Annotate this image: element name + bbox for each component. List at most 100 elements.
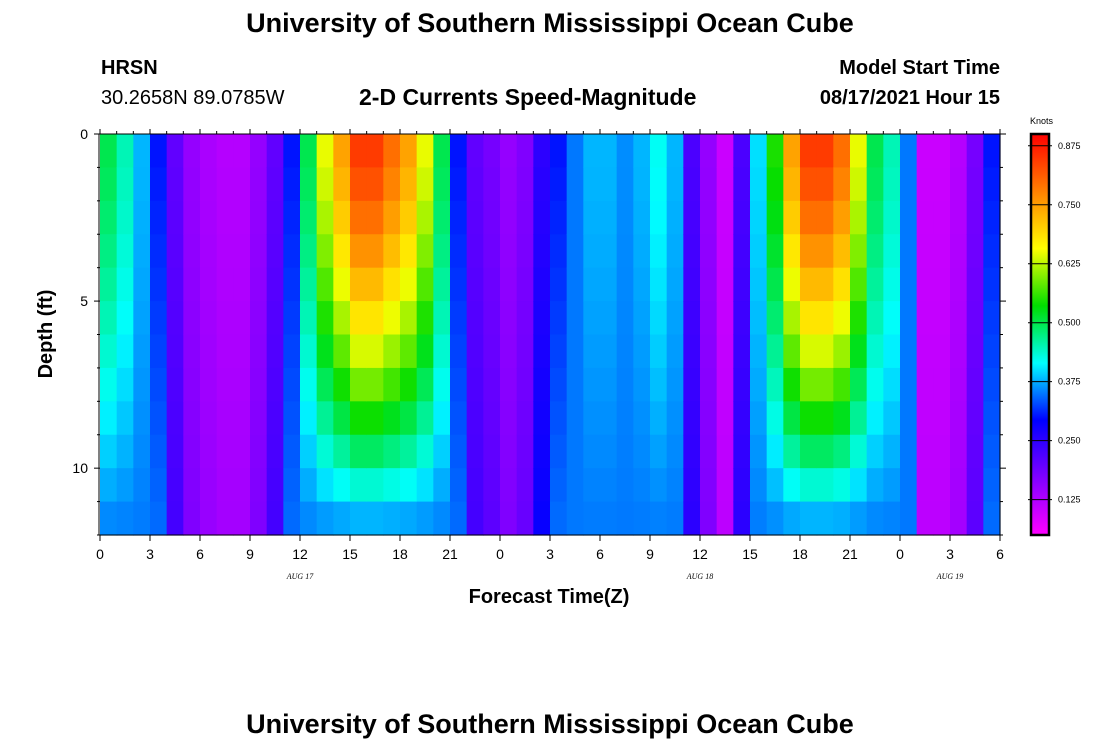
heatmap-cell — [766, 200, 784, 235]
heatmap-cell — [666, 234, 684, 269]
heatmap-cell — [350, 200, 368, 235]
heatmap-cell — [350, 501, 368, 536]
heatmap-cell — [450, 200, 468, 235]
heatmap-cell — [416, 134, 434, 169]
heatmap-cell — [233, 134, 251, 169]
heatmap-cell — [400, 267, 418, 302]
heatmap-cell — [683, 334, 701, 369]
heatmap-cell — [500, 434, 518, 469]
heatmap-cell — [600, 434, 618, 469]
heatmap-cell — [483, 367, 501, 402]
heatmap-cell — [416, 434, 434, 469]
heatmap-cell — [633, 267, 651, 302]
heatmap-cell — [966, 200, 984, 235]
heatmap-cell — [433, 267, 451, 302]
heatmap-cell — [266, 200, 284, 235]
heatmap-cell — [533, 434, 551, 469]
heatmap-cell — [516, 200, 534, 235]
colorbar-tick-label: 0.875 — [1058, 141, 1081, 151]
heatmap-cell — [383, 334, 401, 369]
heatmap-cell — [566, 134, 584, 169]
heatmap-cell — [366, 501, 384, 536]
heatmap-cell — [500, 501, 518, 536]
heatmap-cell — [800, 334, 818, 369]
heatmap-cell — [700, 200, 718, 235]
heatmap-cell — [166, 334, 184, 369]
heatmap-cell — [966, 301, 984, 336]
heatmap-cell — [833, 501, 851, 536]
heatmap-cell — [266, 334, 284, 369]
heatmap-cell — [150, 134, 168, 169]
heatmap-cell — [683, 167, 701, 202]
heatmap-cell — [633, 468, 651, 503]
heatmap-cell — [800, 434, 818, 469]
heatmap-cell — [783, 367, 801, 402]
heatmap-cell — [433, 134, 451, 169]
heatmap-cell — [916, 401, 934, 436]
heatmap-cell — [883, 367, 901, 402]
heatmap-cell — [616, 501, 634, 536]
x-date-label: AUG 17 — [286, 572, 314, 581]
heatmap-cell — [450, 234, 468, 269]
heatmap-cell — [400, 401, 418, 436]
heatmap-cell — [283, 267, 301, 302]
heatmap-cell — [266, 267, 284, 302]
heatmap-cell — [533, 334, 551, 369]
heatmap-cell — [983, 468, 1001, 503]
heatmap-cell — [883, 167, 901, 202]
heatmap-cell — [983, 134, 1001, 169]
heatmap-cell — [566, 468, 584, 503]
heatmap-cell — [350, 234, 368, 269]
heatmap-cell — [866, 468, 884, 503]
heatmap-cell — [133, 434, 151, 469]
heatmap-cell — [116, 434, 134, 469]
heatmap-cell — [550, 501, 568, 536]
heatmap-cell — [983, 401, 1001, 436]
heatmap-cell — [750, 267, 768, 302]
heatmap-cell — [333, 301, 351, 336]
heatmap-cell — [583, 301, 601, 336]
heatmap-cell — [850, 301, 868, 336]
heatmap-cell — [200, 434, 218, 469]
heatmap-cell — [100, 367, 118, 402]
heatmap-cell — [833, 468, 851, 503]
heatmap-cell — [800, 468, 818, 503]
heatmap-cell — [700, 234, 718, 269]
heatmap-cell — [383, 267, 401, 302]
station-coords: 30.2658N 89.0785W — [101, 87, 285, 109]
heatmap-cell — [700, 501, 718, 536]
heatmap-cell — [916, 234, 934, 269]
heatmap-cell — [500, 301, 518, 336]
heatmap-cell — [950, 367, 968, 402]
heatmap-cell — [900, 301, 918, 336]
heatmap-cell — [100, 200, 118, 235]
heatmap-cell — [300, 301, 318, 336]
heatmap-cell — [250, 367, 268, 402]
heatmap-cell — [250, 468, 268, 503]
heatmap-cell — [666, 367, 684, 402]
heatmap-cell — [650, 200, 668, 235]
heatmap-cell — [150, 234, 168, 269]
heatmap-cell — [300, 234, 318, 269]
heatmap-cell — [250, 334, 268, 369]
heatmap-cell — [850, 134, 868, 169]
heatmap-cell — [166, 468, 184, 503]
heatmap-cell — [133, 468, 151, 503]
heatmap-cell — [216, 234, 234, 269]
heatmap-cell — [283, 134, 301, 169]
heatmap-cell — [116, 134, 134, 169]
heatmap-cell — [500, 468, 518, 503]
heatmap-cell — [716, 167, 734, 202]
colorbar-tick-label: 0.250 — [1058, 436, 1081, 446]
heatmap-cell — [916, 200, 934, 235]
colorbar-tick-label: 0.625 — [1058, 259, 1081, 269]
heatmap-cell — [950, 434, 968, 469]
heatmap-cell — [233, 501, 251, 536]
heatmap-cell — [316, 267, 334, 302]
heatmap-cell — [466, 401, 484, 436]
heatmap-cell — [783, 267, 801, 302]
heatmap-cell — [533, 134, 551, 169]
heatmap-cell — [566, 234, 584, 269]
heatmap-cell — [600, 468, 618, 503]
heatmap-cell — [933, 134, 951, 169]
